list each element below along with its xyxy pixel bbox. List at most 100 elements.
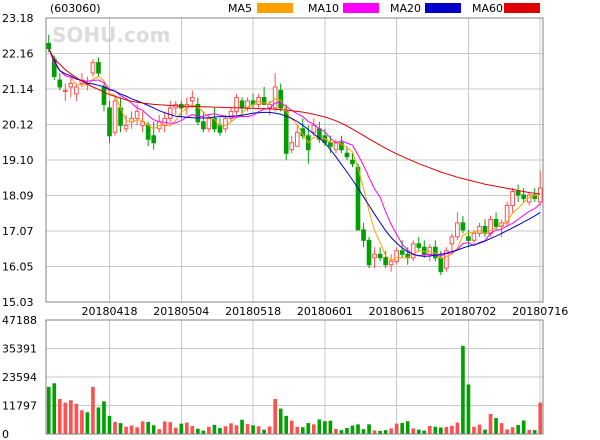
legend-ma60-swatch xyxy=(504,3,540,13)
volume-bar xyxy=(416,429,421,434)
candle-body-down xyxy=(278,89,284,109)
candle-body-down xyxy=(46,42,52,50)
volume-bar xyxy=(328,420,333,434)
volume-bar xyxy=(312,424,316,434)
volume-y-tick-label: 0 xyxy=(2,428,9,440)
candle-body-up xyxy=(455,222,460,238)
volume-bar xyxy=(527,429,532,434)
volume-y-axis-labels: 47188 35391 23594 11797 0 xyxy=(2,314,37,440)
candle-body-down xyxy=(283,110,289,154)
price-y-axis-labels: 23.18 22.16 21.14 20.12 19.10 18.09 17.07 16.05… xyxy=(2,12,34,309)
date-tick-label: 20180601 xyxy=(297,305,353,318)
candle-body-up xyxy=(167,107,173,119)
candle-body-down xyxy=(438,257,444,273)
volume-bar xyxy=(323,421,327,434)
volume-bar xyxy=(63,402,68,434)
volume-bar xyxy=(317,419,322,434)
legend: MA5 MA10 MA20 MA60 xyxy=(228,2,540,15)
candle-body-down xyxy=(339,142,344,151)
volume-y-tick-label: 47188 xyxy=(2,314,37,327)
candle-body-down xyxy=(366,239,372,266)
moving-average-lines xyxy=(48,48,541,262)
volume-bar xyxy=(411,428,416,434)
candle-body-up xyxy=(129,117,134,123)
candle-body-down xyxy=(493,218,499,227)
volume-bar xyxy=(102,401,106,434)
volume-bar xyxy=(383,430,388,434)
volume-bar xyxy=(173,427,178,434)
volume-bar xyxy=(389,428,393,434)
candle-body-down xyxy=(239,100,245,109)
legend-ma20-label: MA20 xyxy=(390,2,421,15)
date-tick-label: 20180504 xyxy=(153,305,209,318)
volume-bar xyxy=(201,430,206,434)
price-panel-frame xyxy=(45,17,544,303)
volume-bar xyxy=(422,430,427,434)
volume-bar xyxy=(466,384,471,434)
price-y-tick-label: 16.05 xyxy=(2,261,34,274)
volume-bar xyxy=(74,403,79,434)
volume-bar xyxy=(207,426,211,434)
volume-bar xyxy=(234,425,239,434)
volume-bar xyxy=(532,430,537,434)
candle-body-up xyxy=(311,124,317,133)
legend-ma10-label: MA10 xyxy=(308,2,339,15)
volume-panel-frame xyxy=(45,319,544,435)
volume-bar xyxy=(96,407,101,434)
candle-body-up xyxy=(68,83,74,88)
candle-body-down xyxy=(107,107,112,137)
volume-bar xyxy=(46,386,51,434)
candle-body-down xyxy=(151,135,157,144)
volume-bar xyxy=(521,420,526,434)
candle-body-up xyxy=(206,117,212,130)
volume-bar xyxy=(113,421,117,434)
candle-body-up xyxy=(272,86,278,109)
candle-body-down xyxy=(399,250,405,255)
candle-body-up xyxy=(510,191,515,206)
candle-body-down xyxy=(416,243,422,248)
legend-ma5-swatch xyxy=(257,3,293,13)
ma5-line xyxy=(48,48,541,262)
volume-bar xyxy=(483,429,487,434)
volume-bar xyxy=(146,421,150,434)
candle-body-down xyxy=(145,124,151,140)
volume-bar xyxy=(477,424,482,434)
volume-bar xyxy=(52,383,57,434)
volume-bar xyxy=(251,425,255,434)
volume-bar xyxy=(472,426,476,434)
candle-body-down xyxy=(300,128,306,137)
candle-body-up xyxy=(123,124,129,130)
candle-body-down xyxy=(521,194,526,200)
candle-body-up xyxy=(410,243,416,259)
volume-bar xyxy=(339,430,344,434)
date-axis-labels: 20180418 20180504 20180518 20180601 20180615… xyxy=(82,305,569,318)
volume-bar xyxy=(455,422,460,434)
candle-body-up xyxy=(90,62,96,74)
candle-body-down xyxy=(350,159,355,165)
volume-bar xyxy=(140,421,145,434)
candle-body-up xyxy=(444,250,449,269)
volume-bar xyxy=(229,423,233,434)
volume-bar xyxy=(278,408,283,434)
volume-bar xyxy=(284,415,289,434)
volume-y-tick-label: 35391 xyxy=(2,343,37,356)
candle-body-up xyxy=(427,246,433,255)
price-y-tick-label: 15.03 xyxy=(2,296,34,309)
volume-bar xyxy=(157,429,162,434)
price-y-tick-label: 18.09 xyxy=(2,190,34,203)
candle-body-down xyxy=(421,246,427,255)
date-tick-label: 20180702 xyxy=(440,305,496,318)
price-y-tick-label: 20.12 xyxy=(2,119,34,132)
volume-bar xyxy=(433,426,438,434)
volume-bar xyxy=(538,402,543,434)
price-y-tick-label: 21.14 xyxy=(2,83,34,96)
candle-body-up xyxy=(504,204,510,224)
volume-bar xyxy=(350,425,355,434)
candle-body-up xyxy=(294,131,300,147)
candle-body-down xyxy=(261,96,267,105)
stock-code: (603060) xyxy=(50,2,101,15)
volume-bar xyxy=(162,421,167,434)
volume-bar xyxy=(499,423,504,434)
date-tick-label: 20180518 xyxy=(225,305,281,318)
